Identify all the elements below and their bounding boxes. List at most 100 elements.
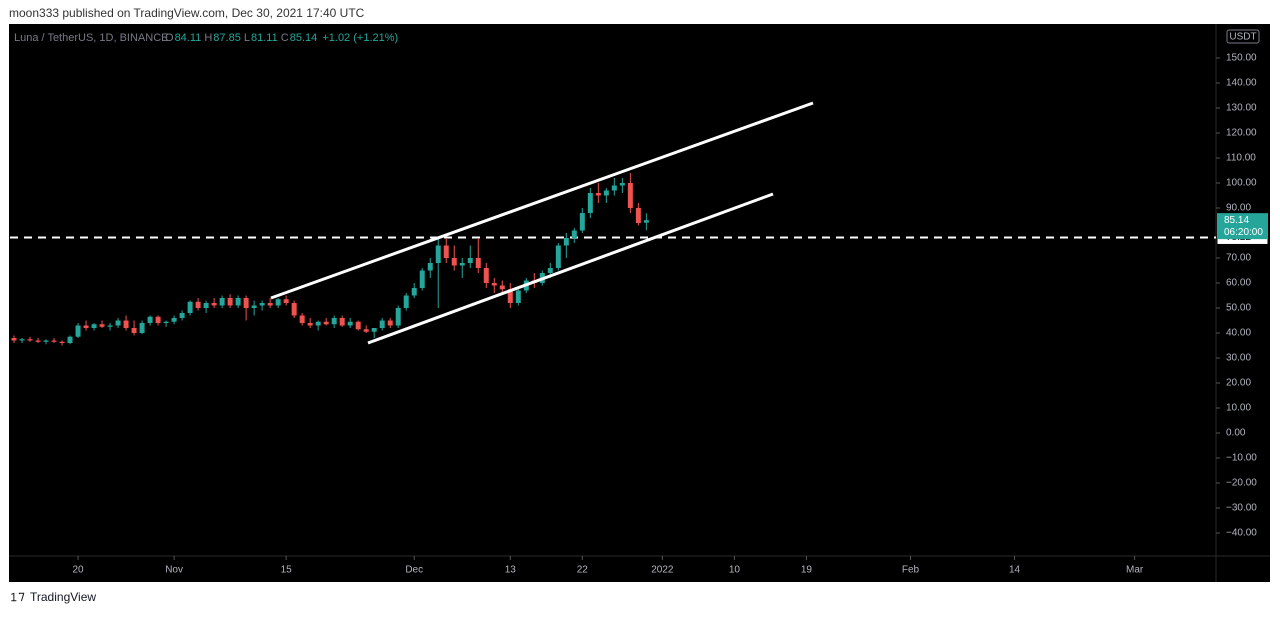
- chart-background: [9, 24, 1270, 582]
- candle-body: [547, 268, 553, 273]
- candle-body: [379, 320, 385, 328]
- currency-box: [1226, 29, 1260, 44]
- candle-body: [251, 305, 257, 308]
- ohlc-letter: O: [165, 32, 174, 44]
- y-tick-label: 90.00: [1226, 203, 1251, 214]
- candle-body: [587, 193, 593, 213]
- candle-body: [347, 321, 353, 326]
- y-tick-label: 20.00: [1226, 378, 1251, 389]
- candle-body: [131, 328, 137, 333]
- x-tick-label: 14: [1009, 565, 1021, 576]
- x-tick-label: 10: [729, 565, 741, 576]
- brand: TradingView: [30, 590, 96, 604]
- publisher: moon333 published on TradingView.com, De…: [9, 6, 365, 20]
- candle-body: [283, 299, 289, 303]
- ohlc-legend: O84.11 H87.85 L81.11 C85.14 +1.02 (+1.21…: [165, 32, 398, 44]
- candle-body: [147, 316, 153, 323]
- candle-body: [83, 325, 89, 328]
- candle-body: [507, 289, 513, 303]
- x-tick-label: 22: [577, 565, 589, 576]
- y-tick-label: −20.00: [1226, 478, 1257, 489]
- candle-body: [403, 295, 409, 308]
- candle-body: [91, 324, 97, 328]
- candle-body: [411, 288, 417, 296]
- candle-body: [491, 283, 497, 286]
- candle-body: [51, 340, 57, 342]
- countdown: 06:20:00: [1224, 227, 1263, 238]
- candle-body: [291, 303, 297, 316]
- x-tick-label: Dec: [405, 565, 423, 576]
- candle-body: [307, 323, 313, 326]
- candle-body: [179, 313, 185, 318]
- candle-body: [443, 245, 449, 258]
- candle-body: [451, 258, 457, 266]
- candle-body: [11, 338, 17, 341]
- y-tick-label: 40.00: [1226, 328, 1251, 339]
- y-tick-label: 0.00: [1226, 428, 1246, 439]
- candle-body: [43, 340, 49, 342]
- candle-body: [227, 298, 233, 306]
- candle-body: [123, 320, 129, 328]
- ohlc-value: 81.11: [251, 32, 278, 44]
- x-tick-label: 15: [281, 565, 293, 576]
- candle-body: [387, 320, 393, 326]
- x-tick-label: 2022: [651, 565, 674, 576]
- candle-body: [435, 245, 441, 263]
- candle-body: [475, 258, 481, 268]
- candle-body: [203, 303, 209, 308]
- candle-body: [427, 263, 433, 271]
- x-tick-label: Nov: [165, 565, 183, 576]
- last-price-box: [1217, 213, 1268, 240]
- candle-body: [155, 316, 161, 323]
- y-tick-label: −30.00: [1226, 503, 1257, 514]
- y-tick-label: 60.00: [1226, 278, 1251, 289]
- candle-body: [635, 208, 641, 223]
- candle-body: [563, 238, 569, 246]
- y-tick-label: 110.00: [1226, 153, 1256, 164]
- brand-logo: 𝟷𝟽: [10, 590, 25, 604]
- trend-line-lower: [367, 192, 774, 345]
- candle-body: [27, 339, 33, 341]
- x-tick-label: Feb: [902, 565, 920, 576]
- candle-body: [139, 323, 145, 333]
- y-tick-label: 100.00: [1226, 178, 1257, 189]
- candle-body: [107, 325, 113, 327]
- candle-body: [67, 336, 73, 343]
- candle-body: [339, 318, 345, 326]
- ohlc-letter: H: [204, 32, 212, 44]
- candle-body: [115, 320, 121, 326]
- y-tick-label: 30.00: [1226, 353, 1251, 364]
- trend-line-upper: [270, 101, 814, 300]
- ohlc-value: 85.14: [290, 32, 318, 44]
- candle-body: [275, 299, 281, 306]
- candle-body: [555, 245, 561, 268]
- candle-body: [59, 341, 65, 343]
- y-tick-label: −40.00: [1226, 528, 1257, 539]
- candle-body: [219, 298, 225, 306]
- y-tick-label: 140.00: [1226, 78, 1257, 89]
- candle-body: [99, 324, 105, 327]
- candle-body: [363, 329, 369, 332]
- candle-body: [611, 185, 617, 191]
- y-tick-label: −10.00: [1226, 453, 1257, 464]
- candle-body: [619, 183, 625, 186]
- candle-body: [163, 321, 169, 323]
- x-tick-label: 20: [72, 565, 84, 576]
- plot: [10, 173, 1216, 346]
- candle-body: [627, 183, 633, 208]
- y-tick-label: 10.00: [1226, 403, 1251, 414]
- candle-body: [467, 258, 473, 263]
- candle-body: [267, 303, 273, 306]
- candle-body: [259, 303, 265, 306]
- candle-body: [571, 230, 577, 238]
- candle-body: [187, 301, 193, 313]
- candle-body: [75, 325, 81, 337]
- x-tick-label: 13: [505, 565, 517, 576]
- candle-body: [235, 298, 241, 306]
- ohlc-value: 87.85: [213, 32, 241, 44]
- x-tick-label: 19: [801, 565, 813, 576]
- candle-body: [579, 213, 585, 231]
- candle-body: [315, 321, 321, 326]
- y-tick-label: 150.00: [1226, 53, 1257, 64]
